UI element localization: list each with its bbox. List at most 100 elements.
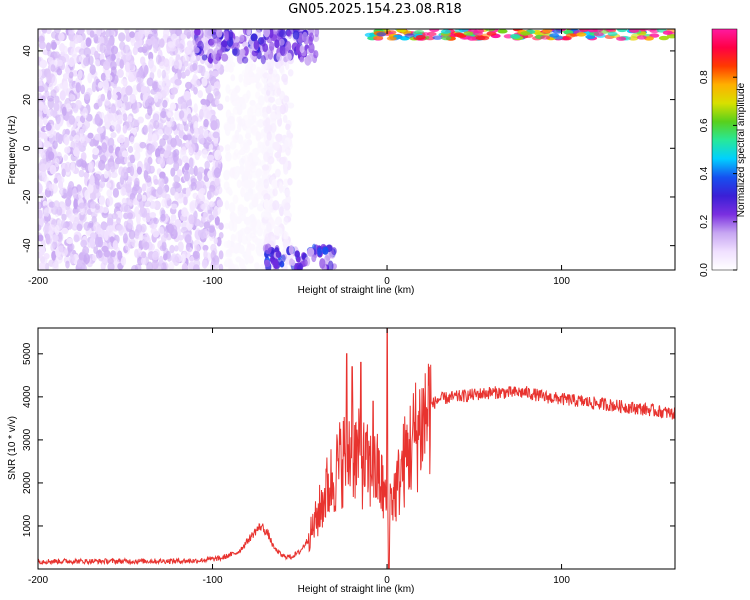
spectrogram-cell (281, 254, 286, 263)
spectrogram-cell (99, 43, 106, 54)
spectrogram-cell (295, 43, 302, 55)
spectrogram-cell (152, 251, 159, 261)
spectrogram-cell (83, 47, 91, 58)
spectrogram-cell (283, 139, 289, 149)
spectrogram-cell (185, 81, 193, 90)
spectrogram-cell (68, 71, 74, 79)
spectrogram-cell (552, 29, 563, 34)
spectrogram-cell (125, 52, 132, 61)
spectrogram-cell (157, 226, 165, 236)
spectrogram-cell (139, 141, 147, 149)
spectrogram-cell (73, 134, 80, 144)
spectrogram-cell (151, 260, 159, 270)
spectrogram-cell (181, 262, 188, 270)
spectrogram-cell (125, 71, 131, 78)
spectrogram-cell (136, 193, 143, 202)
spectrogram-cell (172, 150, 177, 158)
spectrogram-cell (174, 245, 179, 252)
spectrogram-cell (414, 29, 425, 35)
spectrogram-cell (201, 149, 208, 159)
spectrogram-cell (55, 114, 61, 125)
spectrogram-cell (122, 113, 128, 122)
spectrogram-cell (285, 146, 291, 156)
colorbar-ticks: 0.0 0.2 0.4 0.6 0.8 (699, 70, 737, 277)
spectrogram-cell (268, 68, 274, 75)
spectrogram-cell (118, 32, 126, 42)
spectrogram-cell (182, 134, 188, 141)
spectrogram-cell (192, 63, 198, 71)
spectrogram-cell (256, 82, 263, 92)
spectrogram-cell (237, 206, 244, 217)
spectrogram-cell (87, 132, 94, 139)
spectrogram-cell (94, 59, 100, 67)
spectrogram-cell (167, 261, 175, 270)
spectrogram-cell (54, 122, 61, 131)
spectrogram-cell (275, 216, 282, 226)
spectrogram-cell (106, 182, 112, 189)
spectrogram-cell (213, 88, 220, 97)
spectrogram-cell (263, 211, 270, 220)
spectrogram-cell (203, 249, 208, 260)
spectrogram-cell (120, 256, 127, 266)
spectrogram-cell (177, 69, 182, 80)
spectrogram-cell (147, 156, 153, 165)
spectrogram-cell (185, 243, 191, 251)
spectrogram-cell (169, 29, 176, 34)
colorbar-label: Normalized spectral amplitude (736, 82, 747, 217)
colorbar-tick-label: 0.0 (699, 263, 710, 277)
spectrogram-cell (99, 180, 106, 189)
spectrogram-cell (218, 250, 224, 260)
spectrogram-cell (429, 29, 440, 32)
spectrogram-cell (45, 42, 52, 52)
spectrogram-cell (98, 250, 103, 258)
spectrogram-cell (193, 165, 198, 177)
spectrogram-cell (299, 45, 305, 54)
spectrogram-cell (79, 136, 85, 144)
spectrogram-cell (474, 29, 485, 34)
spectrogram-cell (123, 220, 129, 228)
spectrogram-cell (49, 164, 57, 175)
spectrogram-cell (255, 91, 261, 100)
spectrogram-cell (108, 39, 114, 46)
spectrogram-cell (50, 64, 56, 72)
spectrogram-cell (164, 125, 172, 136)
spectrogram-cell (69, 215, 75, 223)
spectrogram-cell (214, 216, 220, 226)
spectrogram-cell (116, 217, 121, 225)
spectrogram-cell (276, 87, 282, 96)
spectrogram-cell (404, 33, 415, 38)
spectrogram-cell (262, 43, 269, 52)
spectrogram-cell (261, 164, 270, 171)
spectrogram-cell (143, 233, 150, 242)
spectrogram-cell (213, 167, 221, 179)
spectrogram-cell (71, 130, 77, 137)
y-tick-label: 4000 (22, 385, 33, 408)
spectrogram-cell (112, 240, 119, 251)
spectrogram-cell (77, 121, 83, 128)
spectrogram-cell (89, 191, 97, 201)
spectrogram-cell (82, 107, 88, 119)
spectrogram-cell (251, 49, 259, 57)
spectrogram-cell (189, 167, 195, 175)
spectrogram-cell (266, 105, 272, 115)
spectrogram-cell (105, 163, 111, 172)
spectrogram-cell (247, 57, 253, 65)
spectrogram-cell (78, 191, 84, 200)
spectrogram-cell (269, 41, 275, 51)
spectrogram-cell (236, 106, 243, 116)
spectrogram-cell (212, 131, 220, 139)
spectrogram-cell (147, 95, 153, 104)
spectrogram-cell (45, 233, 51, 245)
spectrogram-cell (83, 221, 91, 231)
spectrogram-cell (263, 198, 270, 210)
spectrogram-cell (54, 95, 60, 104)
spectrogram-cell (38, 138, 42, 150)
spectrogram-cell (120, 103, 126, 113)
spectrogram-cell (166, 145, 172, 155)
spectrogram-cell (259, 95, 265, 106)
spectrogram-cell (243, 216, 251, 226)
spectrogram-cell (180, 253, 186, 264)
spectrogram-cell (47, 151, 55, 161)
spectrogram-cell (39, 245, 46, 256)
y-tick-label: 40 (22, 45, 33, 57)
